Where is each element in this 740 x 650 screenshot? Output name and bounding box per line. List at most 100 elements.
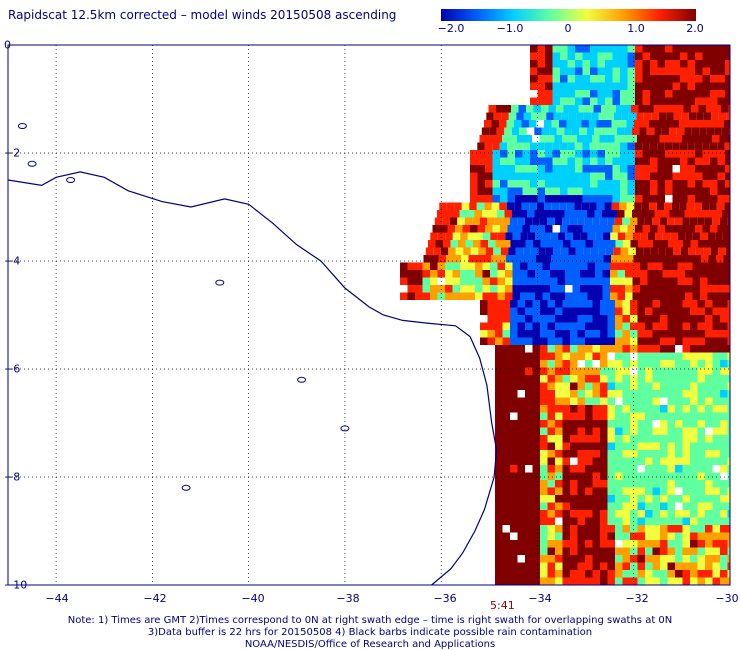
swath-cell: [448, 247, 456, 255]
map-frame: [7, 44, 731, 586]
swath-cell: [585, 435, 593, 443]
swath-cell: [712, 555, 720, 563]
y-tick-label: −4: [4, 254, 21, 268]
swath-cell: [645, 240, 653, 248]
swath-cell: [710, 75, 718, 83]
swath-cell: [577, 480, 585, 488]
swath-cell: [460, 292, 468, 300]
swath-cell: [438, 255, 446, 263]
swath-cell: [660, 330, 668, 338]
swath-cell: [445, 232, 453, 240]
swath-cell: [707, 270, 715, 278]
swath-cell: [562, 435, 570, 443]
swath-cell: [705, 397, 713, 405]
swath-cell: [720, 397, 728, 405]
swath-cell: [544, 202, 552, 210]
swath-cell: [712, 135, 720, 143]
swath-cell: [675, 390, 683, 398]
swath-cell: [725, 247, 731, 255]
swath-cell: [599, 135, 607, 143]
swath-cell: [490, 292, 498, 300]
swath-cell: [725, 157, 730, 165]
swath-cell: [637, 495, 645, 503]
swath-cell: [507, 187, 515, 195]
swath-cell: [502, 540, 510, 548]
swath-cell: [525, 517, 533, 525]
swath-cell: [702, 67, 710, 75]
y-tick-label: −2: [4, 146, 21, 160]
swath-cell: [532, 450, 540, 458]
coastline-path: [7, 171, 498, 586]
swath-cell: [705, 300, 713, 308]
swath-cell: [617, 210, 625, 218]
swath-cell: [690, 307, 698, 315]
swath-cell: [680, 180, 688, 188]
swath-cell: [713, 240, 721, 248]
swath-cell: [533, 105, 541, 113]
swath-cell: [600, 502, 608, 510]
swath-cell: [615, 337, 623, 345]
swath-cell: [616, 105, 624, 113]
swath-cell: [518, 105, 526, 113]
swath-cell: [472, 217, 480, 225]
swath-cell: [640, 292, 648, 300]
swath-cell: [407, 277, 415, 285]
swath-cell: [630, 405, 638, 413]
swath-cell: [502, 420, 510, 428]
swath-cell: [675, 382, 683, 390]
swath-cell: [660, 405, 668, 413]
swath-cell: [407, 285, 415, 293]
swath-cell: [645, 502, 653, 510]
swath-cell: [660, 307, 668, 315]
swath-cell: [560, 97, 568, 105]
swath-cell: [607, 472, 615, 480]
swath-cell: [627, 165, 635, 173]
swath-cell: [600, 547, 608, 555]
swath-cell: [690, 495, 698, 503]
swath-cell: [597, 90, 605, 98]
swath-cell: [517, 397, 525, 405]
swath-cell: [570, 382, 578, 390]
swath-cell: [570, 480, 578, 488]
swath-cell: [577, 450, 585, 458]
swath-cell: [482, 292, 490, 300]
swath-cell: [512, 210, 520, 218]
swath-cell: [697, 457, 705, 465]
swath-cell: [600, 450, 608, 458]
swath-cell: [525, 562, 533, 570]
swath-cell: [495, 345, 503, 353]
swath-cell: [720, 360, 728, 368]
colorbar-tick: −2.0: [437, 22, 465, 35]
swath-cell: [697, 360, 705, 368]
swath-cell: [592, 322, 600, 330]
swath-cell: [607, 435, 615, 443]
swath-cell: [687, 90, 695, 98]
swath-cell: [517, 450, 525, 458]
swath-cell: [529, 142, 538, 150]
swath-cell: [622, 315, 630, 323]
swath-cell: [675, 480, 683, 488]
swath-cell: [697, 435, 705, 443]
swath-cell: [710, 180, 718, 188]
swath-cell: [667, 577, 675, 585]
swath-cell: [495, 405, 503, 413]
swath-cell: [667, 457, 675, 465]
swath-cell: [539, 217, 548, 225]
y-tick-label: −6: [4, 362, 21, 376]
swath-cell: [480, 307, 488, 315]
swath-cell: [577, 457, 585, 465]
swath-cell: [645, 412, 653, 420]
swath-cell: [575, 82, 583, 90]
swath-cell: [577, 352, 585, 360]
swath-cell: [593, 240, 601, 248]
swath-cell: [652, 510, 660, 518]
swath-cell: [622, 570, 630, 578]
swath-cell: [552, 97, 560, 105]
swath-cell: [712, 457, 720, 465]
swath-cell: [577, 405, 585, 413]
swath-cell: [715, 292, 723, 300]
swath-cell: [596, 202, 605, 210]
swath-cell: [532, 345, 540, 353]
swath-cell: [470, 195, 478, 203]
swath-cell: [727, 307, 730, 315]
